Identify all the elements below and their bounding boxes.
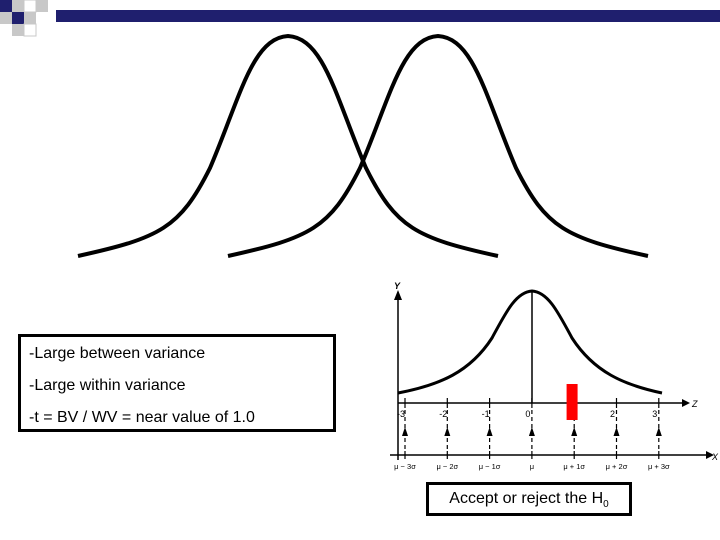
corner-decoration (0, 0, 720, 37)
x-tick-label: μ + 2σ (606, 462, 628, 471)
x-tick-label: μ (530, 462, 534, 471)
decision-text: Accept or reject the H (449, 490, 604, 507)
variance-info-box: -Large between variance -Large within va… (18, 334, 336, 432)
info-line-within-variance: -Large within variance (29, 377, 186, 394)
x-tick-label: μ − 1σ (479, 462, 501, 471)
z-tick-label: 2 (610, 409, 615, 419)
deco-square-navy (12, 12, 24, 24)
arrow-up-icon (444, 427, 451, 436)
tick-arrow-group (402, 410, 662, 450)
z-tick-group: -3-2-10123 (397, 398, 660, 419)
info-line-between-variance: -Large between variance (29, 345, 206, 362)
x-tick-label: μ − 2σ (436, 462, 458, 471)
distribution-curve-right (227, 33, 649, 258)
deco-square-white (23, 23, 37, 37)
decision-subscript: 0 (603, 499, 609, 511)
x-tick-label: μ + 1σ (563, 462, 585, 471)
title-bar (56, 10, 720, 22)
arrow-up-icon (613, 427, 620, 436)
info-line-t-ratio: -t = BV / WV = near value of 1.0 (29, 409, 255, 426)
decision-box: Accept or reject the H0 (426, 482, 632, 516)
deco-square-gray (12, 24, 24, 36)
y-axis-label: Y (394, 281, 401, 291)
y-axis-arrow-icon (394, 290, 402, 300)
z-tick-label: -1 (482, 409, 490, 419)
deco-square-gray (0, 12, 12, 24)
x-axis-arrow-icon (706, 451, 714, 459)
distribution-curve-left (77, 33, 499, 258)
arrow-up-icon (402, 427, 408, 436)
x-axis-label: X (711, 452, 719, 462)
z-tick-label: -3 (397, 409, 405, 419)
arrow-up-icon (486, 427, 493, 436)
deco-square-gray (36, 0, 48, 12)
standard-normal-curve (397, 289, 663, 395)
z-axis-label: Z (691, 399, 698, 409)
deco-square-gray (24, 12, 36, 24)
x-tick-group: μ − 3σ μ − 2σ μ − 1σ μ μ + 1σ μ + 2σ μ + 3σ (394, 451, 670, 471)
z-tick-label: 3 (652, 409, 657, 419)
arrow-up-icon (571, 427, 578, 436)
arrow-up-icon (655, 427, 662, 436)
deco-square-navy (0, 0, 12, 12)
z-tick-label: 0 (525, 409, 530, 419)
arrow-up-icon (528, 427, 535, 436)
z-axis-arrow-icon (682, 399, 690, 407)
test-statistic-marker (566, 384, 578, 420)
x-tick-label: μ + 3σ (648, 462, 670, 471)
z-tick-label: -2 (439, 409, 447, 419)
x-tick-label: μ − 3σ (394, 462, 416, 471)
deco-square-gray (12, 0, 24, 12)
